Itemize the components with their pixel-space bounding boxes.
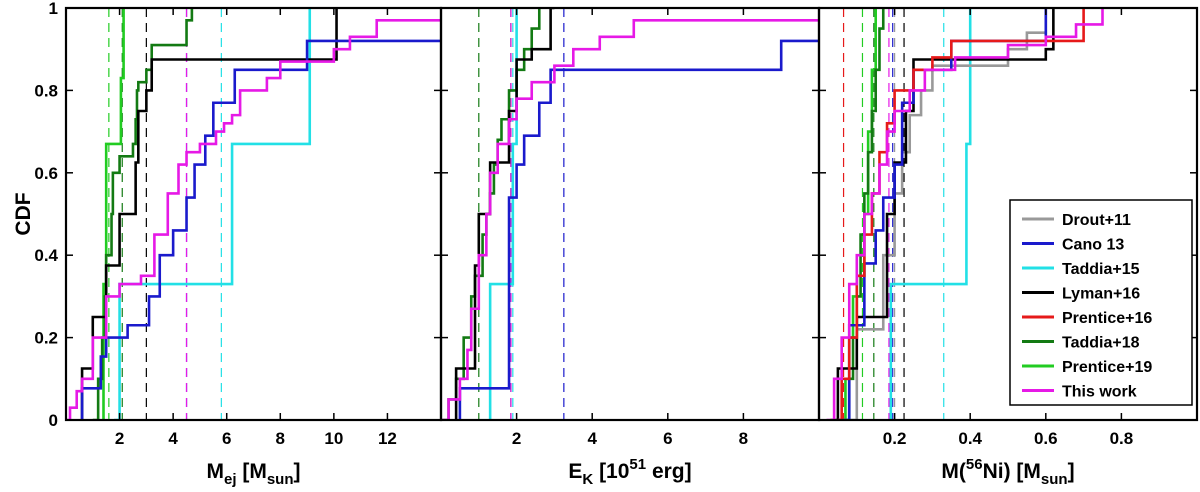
plot-area <box>826 8 1104 420</box>
y-tick-label: 0.8 <box>34 81 58 100</box>
series-line-lyman-16 <box>454 8 555 420</box>
axes-frame <box>817 6 1199 422</box>
series-line-taddia-15 <box>488 8 518 420</box>
series-line-taddia-15 <box>889 8 972 420</box>
series-line-lyman-16 <box>80 8 338 420</box>
x-tick-label: 10 <box>324 429 343 448</box>
series-line-taddia-18 <box>845 8 885 420</box>
x-tick-label: 6 <box>222 429 231 448</box>
y-axis-label: CDF <box>12 192 35 235</box>
x-tick-label: 8 <box>276 429 285 448</box>
series-line-cano-13 <box>80 39 441 420</box>
legend-label: This work <box>1062 384 1137 401</box>
legend-label: Prentice+16 <box>1062 310 1152 327</box>
series-line-prentice-19 <box>102 8 125 420</box>
legend-label: Drout+11 <box>1062 212 1131 229</box>
panels: 2 4 6 8 10 12 0 0.2 0.4 0.6 0.8 1 Mej [Msun] 2 4 6 8 EK [… <box>34 0 1199 488</box>
x-tick-label: 8 <box>739 429 748 448</box>
panel-EK: 2 4 6 8 EK [1051 erg] <box>439 6 821 488</box>
series-line-this-work <box>441 19 819 420</box>
series-line-cano-13 <box>458 39 819 420</box>
x-axis-label: Mej [Msun] <box>206 460 300 488</box>
x-tick-label: 0.2 <box>883 429 907 448</box>
legend-label: Cano 13 <box>1062 237 1124 254</box>
panel-Mej: 2 4 6 8 10 12 0 0.2 0.4 0.6 0.8 1 Mej [Msun] <box>34 0 443 488</box>
x-axis-label: M(56Ni) [Msun] <box>941 456 1074 488</box>
plot-area <box>441 8 819 420</box>
y-tick-label: 0.4 <box>34 246 58 265</box>
x-tick-label: 0.8 <box>1110 429 1134 448</box>
y-tick-label: 0.2 <box>34 329 58 348</box>
series-line-taddia-18 <box>92 8 194 420</box>
x-tick-label: 6 <box>663 429 672 448</box>
x-tick-label: 2 <box>512 429 521 448</box>
series-line-this-work <box>826 8 1104 420</box>
y-tick-label: 0 <box>49 411 58 430</box>
series-line-this-work <box>66 19 441 420</box>
legend-label: Lyman+16 <box>1062 286 1140 303</box>
x-tick-label: 0.6 <box>1034 429 1058 448</box>
panel-MNi: 0.2 0.4 0.6 0.8 M(56Ni) [Msun] <box>817 6 1199 488</box>
legend-label: Taddia+18 <box>1062 335 1140 352</box>
legend-label: Taddia+15 <box>1062 261 1140 278</box>
x-tick-label: 4 <box>587 429 597 448</box>
x-axis-label: EK [1051 erg] <box>568 456 691 488</box>
plot-area <box>66 8 441 420</box>
x-tick-label: 2 <box>115 429 124 448</box>
legend: Drout+11 Cano 13 Taddia+15 Lyman+16 Prentice… <box>1009 199 1193 406</box>
x-tick-label: 12 <box>378 429 397 448</box>
legend-box <box>1009 199 1193 406</box>
legend-label: Prentice+19 <box>1062 359 1152 376</box>
x-tick-label: 4 <box>168 429 178 448</box>
series-line-lyman-16 <box>830 8 1055 420</box>
series-line-drout-11 <box>837 8 1048 420</box>
y-tick-label: 0.6 <box>34 164 58 183</box>
x-tick-label: 0.4 <box>958 429 982 448</box>
series-line-taddia-15 <box>114 8 312 420</box>
y-tick-label: 1 <box>49 0 58 18</box>
